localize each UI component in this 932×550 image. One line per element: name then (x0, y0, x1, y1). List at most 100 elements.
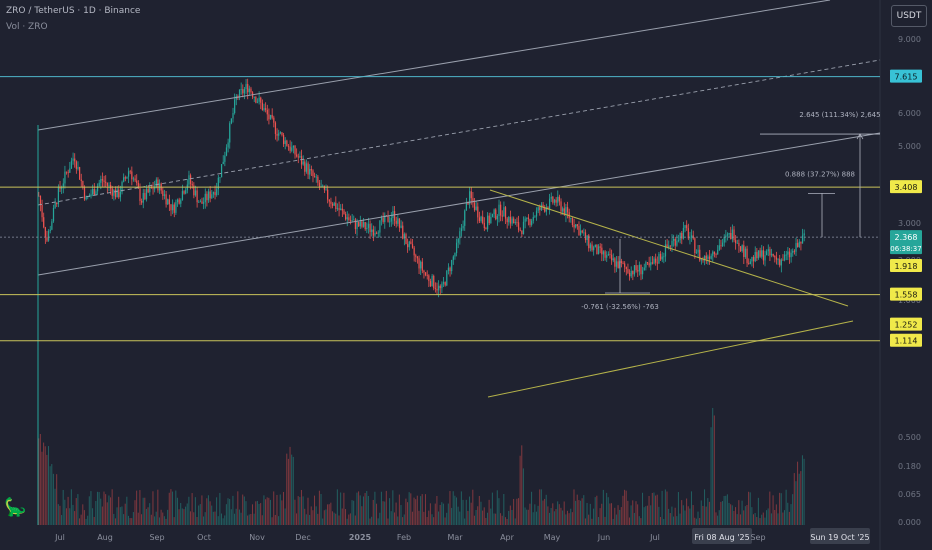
price-tick-label: 3.000 (898, 219, 921, 228)
volume-bar (666, 491, 668, 525)
volume-bar (718, 510, 720, 525)
candle-body (127, 171, 130, 177)
candle-body (738, 242, 740, 247)
volume-bar (540, 489, 542, 525)
volume-bar (327, 504, 329, 525)
candle-body (591, 244, 593, 251)
candle-body (684, 225, 686, 228)
candle-body (469, 191, 471, 205)
candle-body (622, 262, 624, 264)
volume-bar (359, 495, 361, 525)
volume-bar (571, 512, 573, 525)
candle-body (679, 233, 681, 241)
candle-body (400, 225, 402, 228)
volume-bar (557, 501, 559, 525)
volume-bar (59, 505, 61, 525)
volume-bar (318, 490, 320, 525)
candle-body (351, 220, 353, 222)
volume-bar (261, 515, 263, 525)
volume-bar (235, 508, 237, 525)
volume-bar (345, 509, 347, 525)
candle-body (315, 176, 317, 178)
volume-bar (483, 507, 485, 525)
candle-body (539, 207, 541, 210)
volume-bar (473, 515, 475, 525)
volume-bar (284, 508, 286, 525)
candle-body (615, 261, 618, 267)
candle-body (230, 118, 232, 124)
candle-body (242, 89, 244, 94)
candle-body (470, 191, 472, 199)
candle-body (465, 202, 467, 211)
candle-body (90, 194, 92, 197)
volume-bar (537, 505, 539, 525)
volume-bar (628, 517, 630, 525)
volume-bar (478, 495, 480, 525)
measure-3-label: -0.761 (-32.56%) -763 (581, 303, 659, 311)
volume-bar (90, 491, 92, 525)
candle-body (624, 263, 626, 268)
candle-body (245, 84, 247, 90)
candle-body (718, 245, 720, 250)
candle-body (416, 256, 419, 259)
volume-bar (335, 513, 337, 525)
price-tick-label: 0.180 (898, 462, 921, 471)
candle-body (392, 211, 394, 218)
candle-body (361, 221, 363, 227)
volume-bar (305, 514, 307, 525)
volume-bar (137, 512, 139, 525)
volume-bar (44, 446, 46, 525)
candle-body (323, 185, 326, 190)
candle-body (240, 89, 242, 90)
candle-body (253, 97, 255, 98)
volume-bar (566, 510, 568, 525)
volume-bar (260, 503, 262, 525)
volume-bar (682, 505, 684, 525)
price-axis: 9.0007.0006.0005.0004.0003.0002.0001.000… (890, 35, 922, 527)
candle-body (260, 97, 262, 103)
time-tick-label: Oct (197, 533, 211, 542)
candle-body (628, 272, 631, 277)
volume-bar (485, 517, 487, 525)
candle-body (751, 256, 753, 262)
volume-bar (725, 495, 727, 525)
volume-bar (797, 461, 799, 525)
candle-body (305, 163, 308, 172)
candle-body (418, 258, 420, 269)
candle-body (206, 193, 208, 201)
candle-body (565, 207, 567, 216)
volume-bar (123, 514, 125, 525)
volume-bar (759, 518, 761, 525)
volume-bar (658, 506, 660, 525)
candle-body (108, 184, 110, 186)
candle-body (746, 248, 748, 264)
candle-body (297, 156, 299, 158)
volume-bar (162, 512, 164, 525)
volume-bar (294, 499, 296, 525)
candle-body (397, 218, 399, 224)
volume-bar (495, 513, 497, 525)
volume-bar (423, 511, 425, 525)
candle-body (145, 189, 148, 200)
volume-bar (346, 518, 348, 525)
volume-bar (309, 514, 311, 525)
volume-bar (92, 508, 94, 525)
volume-bar (770, 513, 772, 525)
candle-body (493, 209, 495, 215)
candle-body (787, 251, 789, 255)
volume-bar (643, 507, 645, 525)
volume-bar (635, 501, 637, 525)
candle-body (423, 270, 425, 273)
volume-bar (317, 513, 319, 525)
volume-bar (141, 514, 143, 525)
volume-bar (77, 494, 79, 525)
volume-bar (614, 507, 616, 525)
volume-bar (438, 511, 440, 525)
volume-bar (384, 501, 386, 525)
volume-bar (199, 504, 201, 525)
candle-body (82, 180, 84, 188)
candle-body (511, 218, 513, 224)
candle-body (645, 262, 647, 268)
currency-button[interactable]: USDT (891, 5, 927, 27)
